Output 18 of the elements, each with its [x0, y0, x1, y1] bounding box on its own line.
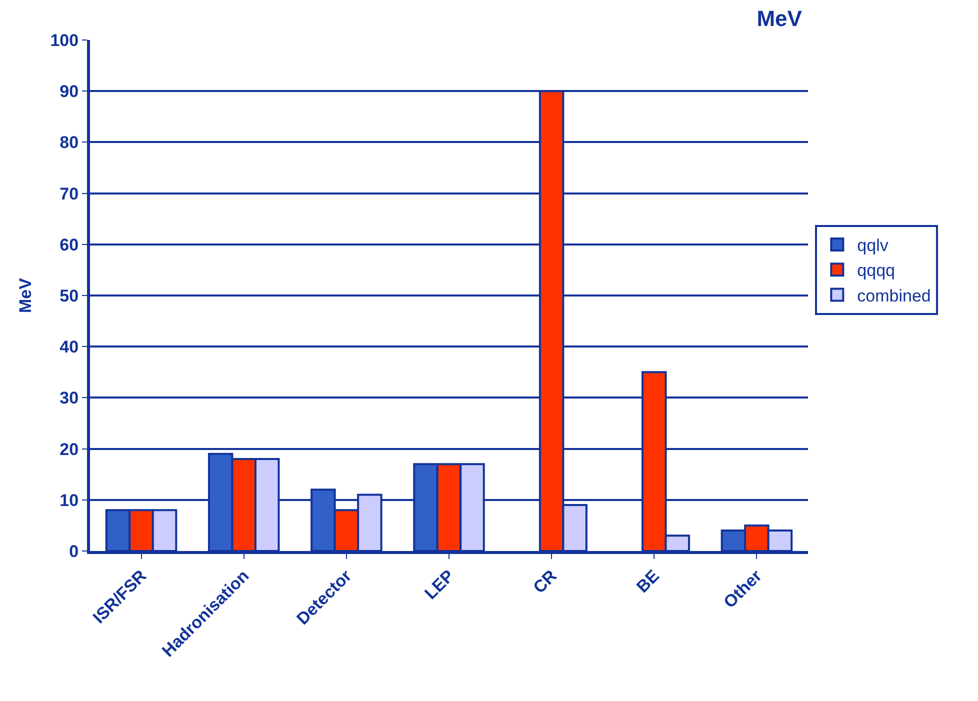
- y-tick-label: 30: [60, 388, 79, 408]
- legend-label: qqqq: [857, 261, 896, 280]
- y-tick-label: 40: [60, 338, 79, 357]
- y-axis-title: MeV: [16, 277, 35, 313]
- y-tick-label: 80: [60, 133, 79, 152]
- x-tick-label: BE: [632, 566, 663, 596]
- y-tick-label: 100: [50, 30, 79, 50]
- y-tick-label: 10: [60, 490, 79, 510]
- x-tick-label: CR: [530, 566, 560, 598]
- y-tick-label: 20: [60, 440, 79, 459]
- y-tick-label: 70: [60, 184, 79, 204]
- chart-title: MeV: [756, 6, 802, 31]
- y-tick-label: 50: [60, 286, 79, 306]
- y-tick-label: 0: [69, 542, 79, 561]
- legend-label: combined: [857, 286, 931, 306]
- legend-label: qqlv: [857, 236, 889, 256]
- y-tick-label: 60: [60, 235, 79, 254]
- y-tick-label: 90: [60, 82, 79, 102]
